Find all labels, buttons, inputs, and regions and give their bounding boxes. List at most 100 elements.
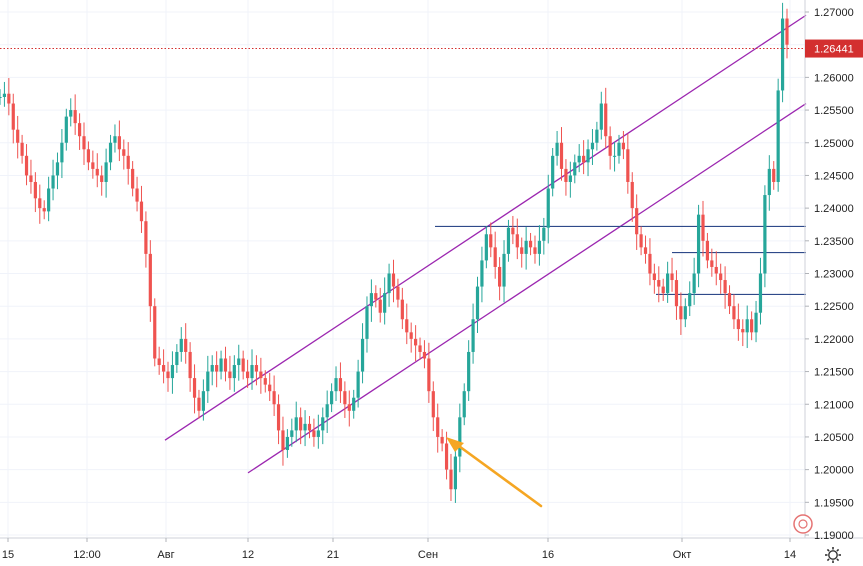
x-tick-label: Авг (157, 549, 174, 561)
candle (254, 355, 259, 386)
candle-body (515, 234, 519, 248)
candle-body (343, 391, 347, 405)
candle (104, 148, 108, 198)
candle (197, 389, 201, 419)
candle (245, 359, 250, 388)
y-tick-label: 1.21000 (814, 399, 854, 411)
candle (356, 359, 360, 408)
candle (170, 351, 175, 394)
candle (643, 235, 648, 264)
candle-body (528, 240, 533, 248)
candle-body (281, 430, 285, 451)
candle-body (188, 351, 192, 379)
candle (131, 161, 135, 197)
candle-body (727, 293, 732, 307)
candle (409, 322, 413, 353)
candle (192, 364, 197, 414)
candle (321, 407, 325, 445)
candle-body (148, 253, 152, 307)
candle (396, 278, 400, 308)
candle-body (184, 338, 188, 352)
candle-body (316, 430, 320, 437)
candle-body (161, 365, 166, 372)
settings-gear-icon[interactable] (825, 547, 841, 563)
candle-body (153, 306, 157, 359)
candle (666, 261, 670, 303)
candle-body (449, 469, 453, 490)
candle (422, 340, 427, 369)
horizontal-grid (0, 11, 805, 536)
channel-upper-line[interactable] (164, 14, 807, 441)
candle-body (462, 391, 466, 418)
candle-body (502, 253, 506, 287)
candle (692, 257, 696, 305)
candle-body (108, 142, 113, 163)
candle (484, 226, 488, 269)
candle-body (206, 371, 210, 392)
arrow-head-icon[interactable] (446, 437, 464, 452)
candle-body (312, 430, 316, 437)
x-tick-label: 21 (327, 549, 339, 561)
candle-body (144, 221, 148, 254)
candle-body (60, 142, 64, 163)
candle (431, 381, 435, 432)
candle (661, 278, 665, 301)
candle (276, 394, 281, 445)
y-tick-label: 1.23500 (814, 236, 854, 248)
candle-body (679, 306, 683, 320)
y-tick-label: 1.24000 (814, 203, 854, 215)
price-axis[interactable]: 1.270001.265001.260001.255001.250001.245… (805, 7, 854, 542)
candle (763, 185, 767, 288)
candle-body (626, 149, 630, 182)
channel-lower-line[interactable] (247, 102, 807, 474)
candle (475, 276, 480, 333)
drawing-overlay[interactable] (0, 48, 805, 508)
candle-body (38, 198, 42, 209)
candle (582, 140, 586, 175)
candle (502, 240, 506, 303)
y-tick-label: 1.25000 (814, 138, 854, 150)
candle (7, 78, 11, 116)
candle (612, 142, 617, 172)
candle (688, 281, 692, 316)
candle-body (772, 168, 776, 182)
candle-body (254, 365, 259, 372)
candle (528, 232, 533, 256)
candle-body (582, 155, 586, 163)
logo-badge-icon[interactable] (793, 514, 813, 534)
arrow-annotation-line[interactable] (450, 439, 543, 508)
candle (290, 418, 294, 447)
candle (148, 240, 152, 322)
candle (144, 211, 148, 268)
candle-body (705, 240, 710, 261)
candle-body (210, 365, 214, 372)
candle-body (475, 286, 480, 320)
candle-body (33, 181, 37, 199)
candle (604, 87, 608, 148)
candle (462, 383, 466, 426)
candle (391, 259, 396, 303)
candle-body (635, 208, 639, 235)
candle-body (73, 110, 77, 124)
time-axis[interactable]: 15 12:00 Авг 12 21 Сен 16 Окт 14 (2, 538, 796, 561)
candle (223, 346, 228, 382)
candle-body (77, 123, 82, 137)
candle (378, 287, 382, 323)
candle (568, 161, 572, 198)
candle-body (723, 280, 727, 294)
candle (418, 337, 422, 360)
candle (427, 342, 431, 403)
candle-body (639, 234, 643, 248)
candle (670, 257, 674, 292)
candle (64, 108, 68, 151)
candle (705, 232, 710, 269)
y-tick-label: 1.23000 (814, 269, 854, 281)
candle (524, 227, 528, 270)
candle (153, 298, 157, 367)
candle (201, 379, 205, 421)
candle (710, 248, 714, 277)
y-tick-label: 1.27000 (814, 7, 854, 19)
candle (440, 429, 444, 452)
